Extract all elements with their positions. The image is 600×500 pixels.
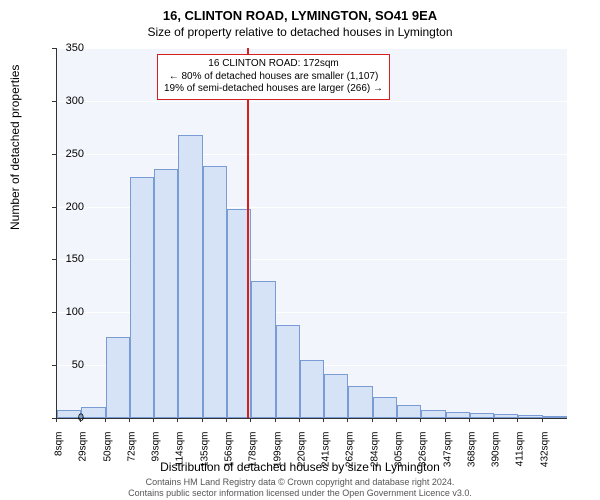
footer-line-2: Contains public sector information licen… xyxy=(128,488,472,498)
x-tick-label: 135sqm xyxy=(199,432,210,482)
x-tick-label: 220sqm xyxy=(296,432,307,482)
x-tick-label: 390sqm xyxy=(491,432,502,482)
x-axis-label: Distribution of detached houses by size … xyxy=(0,460,600,474)
x-tick-label: 241sqm xyxy=(321,432,332,482)
histogram-bar xyxy=(470,413,494,418)
histogram-bar xyxy=(203,166,227,418)
y-tick-label: 250 xyxy=(54,148,84,160)
histogram-bar xyxy=(81,407,105,418)
histogram-plot: 16 CLINTON ROAD: 172sqm ← 80% of detached… xyxy=(56,48,567,419)
reference-line xyxy=(247,48,249,418)
histogram-bar xyxy=(373,397,397,418)
y-tick-label: 200 xyxy=(54,201,84,213)
y-axis-label: Number of detached properties xyxy=(8,65,22,230)
histogram-bar xyxy=(348,386,372,418)
x-tick-label: 50sqm xyxy=(102,432,113,482)
y-tick-label: 150 xyxy=(54,253,84,265)
x-tick-label: 93sqm xyxy=(151,432,162,482)
x-tick-label: 347sqm xyxy=(442,432,453,482)
histogram-bar xyxy=(130,177,154,418)
annot-line-2: ← 80% of detached houses are smaller (1,… xyxy=(169,71,379,82)
x-tick-label: 199sqm xyxy=(272,432,283,482)
chart-subtitle: Size of property relative to detached ho… xyxy=(0,23,600,39)
annotation-box: 16 CLINTON ROAD: 172sqm ← 80% of detached… xyxy=(157,54,390,100)
histogram-bar xyxy=(106,337,130,418)
x-tick-label: 411sqm xyxy=(515,432,526,482)
y-tick-label: 350 xyxy=(54,42,84,54)
histogram-bar xyxy=(494,414,518,418)
y-tick-label: 50 xyxy=(54,359,84,371)
histogram-bar xyxy=(518,415,542,418)
histogram-bar xyxy=(300,360,324,418)
x-tick-label: 305sqm xyxy=(394,432,405,482)
x-tick-label: 114sqm xyxy=(175,432,186,482)
x-tick-label: 284sqm xyxy=(369,432,380,482)
y-tick-label: 100 xyxy=(54,306,84,318)
x-tick-label: 72sqm xyxy=(126,432,137,482)
x-tick-label: 368sqm xyxy=(466,432,477,482)
annot-line-1: 16 CLINTON ROAD: 172sqm xyxy=(208,58,338,69)
x-tick-label: 29sqm xyxy=(78,432,89,482)
histogram-bar xyxy=(397,405,421,418)
x-tick-label: 156sqm xyxy=(224,432,235,482)
x-tick-label: 178sqm xyxy=(248,432,259,482)
x-tick-label: 8sqm xyxy=(54,432,65,482)
x-tick-label: 262sqm xyxy=(345,432,356,482)
histogram-bar xyxy=(543,416,567,418)
histogram-bar xyxy=(324,374,348,418)
x-tick-label: 326sqm xyxy=(418,432,429,482)
histogram-bar xyxy=(154,169,178,418)
footer-attribution: Contains HM Land Registry data © Crown c… xyxy=(0,477,600,498)
histogram-bar xyxy=(178,135,202,418)
histogram-bar xyxy=(421,410,445,418)
x-tick-label: 432sqm xyxy=(539,432,550,482)
annot-line-3: 19% of semi-detached houses are larger (… xyxy=(164,83,383,94)
footer-line-1: Contains HM Land Registry data © Crown c… xyxy=(146,477,455,487)
histogram-bar xyxy=(446,412,470,418)
histogram-bar xyxy=(276,325,300,418)
page-title: 16, CLINTON ROAD, LYMINGTON, SO41 9EA xyxy=(0,0,600,23)
y-tick-label: 300 xyxy=(54,95,84,107)
histogram-bar xyxy=(251,281,275,418)
